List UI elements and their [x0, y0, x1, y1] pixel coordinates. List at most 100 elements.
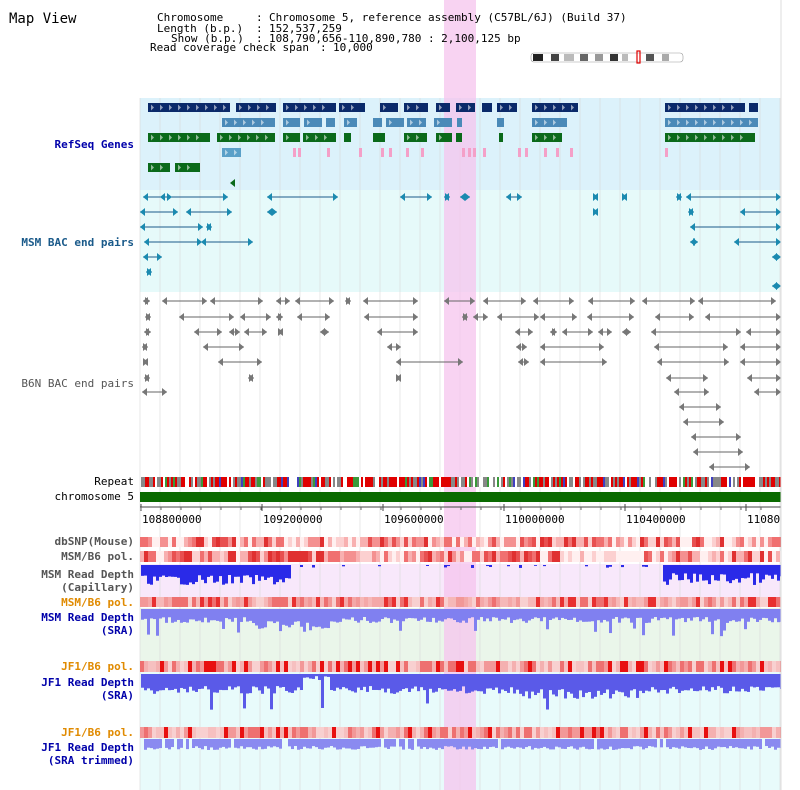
gene-block	[380, 103, 398, 112]
heat-cell	[692, 661, 696, 672]
heat-cell	[648, 537, 652, 547]
selected-region-highlight[interactable]	[444, 0, 476, 790]
repeat-element	[733, 477, 735, 487]
depth-bar	[261, 565, 264, 577]
depth-bar	[672, 674, 675, 687]
repeat-element	[429, 477, 431, 487]
repeat-element	[293, 477, 295, 487]
depth-bar	[150, 609, 153, 619]
depth-bar	[666, 565, 669, 585]
heat-cell	[484, 661, 488, 672]
refseq-genes-track[interactable]	[148, 103, 758, 187]
msm-bac-track[interactable]	[140, 193, 781, 290]
heat-cell	[164, 727, 168, 738]
heat-cell	[680, 661, 684, 672]
heat-cell	[424, 551, 428, 562]
depth-bar	[756, 739, 759, 747]
gene-mark-pink	[570, 148, 573, 157]
depth-bar	[366, 739, 369, 749]
heat-cell	[468, 551, 472, 562]
heat-cell	[164, 597, 168, 607]
heat-cell	[152, 551, 156, 562]
heat-cell	[356, 727, 360, 738]
gene-strand-arrow	[571, 104, 574, 111]
gene-strand-arrow	[225, 149, 228, 156]
repeat-element	[773, 477, 775, 487]
heat-cell	[596, 597, 600, 607]
right-scroll-area[interactable]	[781, 0, 800, 790]
depth-bar	[399, 739, 402, 747]
repeat-element	[507, 477, 509, 487]
depth-bar	[768, 739, 771, 748]
heat-cell	[452, 537, 456, 547]
depth-bar	[315, 674, 318, 677]
repeat-element	[445, 477, 447, 487]
depth-bar	[468, 609, 471, 619]
depth-bar	[675, 609, 678, 620]
gene-strand-arrow	[322, 104, 325, 111]
heat-cell	[504, 661, 508, 672]
depth-bar	[663, 565, 666, 582]
heat-cell	[540, 661, 544, 672]
heat-cell	[208, 537, 212, 547]
heat-cell	[612, 537, 616, 547]
heat-cell	[492, 661, 496, 672]
depth-bar	[423, 739, 426, 748]
heat-cell	[604, 597, 608, 607]
heat-cell	[700, 727, 704, 738]
heat-cell	[192, 727, 196, 738]
depth-bar	[669, 609, 672, 618]
depth-bar	[231, 674, 234, 690]
gene-mark-pink	[483, 148, 486, 157]
depth-bar	[186, 739, 189, 750]
heat-cell	[464, 597, 468, 607]
repeat-element	[155, 477, 157, 487]
repeat-element	[595, 477, 597, 487]
depth-bar	[243, 565, 246, 576]
heat-cell	[444, 727, 448, 738]
bac-end-marker	[723, 343, 728, 351]
depth-bar	[498, 609, 501, 621]
repeat-element	[341, 477, 343, 487]
heat-cell	[560, 551, 564, 562]
repeat-element	[743, 477, 745, 487]
chromosome-ideogram[interactable]	[530, 50, 684, 64]
repeat-element	[199, 477, 201, 487]
repeat-element	[311, 477, 313, 487]
depth-bar	[444, 739, 447, 747]
heat-cell	[524, 661, 528, 672]
b6n-bac-track[interactable]	[142, 297, 781, 471]
heat-cell	[232, 597, 236, 607]
depth-bar	[492, 739, 495, 747]
depth-bar	[669, 739, 672, 749]
depth-bar	[402, 609, 405, 622]
depth-bar	[393, 674, 396, 694]
gene-mark-pink	[381, 148, 384, 157]
heat-cell	[256, 727, 260, 738]
repeat-element	[541, 477, 543, 487]
heat-cell	[316, 597, 320, 607]
depth-bar	[267, 565, 270, 578]
depth-bar	[369, 609, 372, 623]
depth-bar	[756, 609, 759, 622]
repeat-element	[693, 477, 695, 487]
heat-cell	[544, 551, 548, 562]
heat-cell	[428, 661, 432, 672]
heat-cell	[768, 537, 772, 547]
heat-cell	[760, 727, 764, 738]
heat-cell	[200, 727, 204, 738]
repeat-element	[557, 477, 559, 487]
depth-bar	[741, 739, 744, 749]
depth-bar	[342, 674, 345, 688]
heat-cell	[564, 537, 568, 547]
heat-cell	[520, 661, 524, 672]
heat-cell	[404, 661, 408, 672]
depth-bar	[555, 674, 558, 697]
heat-cell	[608, 537, 612, 547]
heat-cell	[364, 537, 368, 547]
depth-bar	[696, 739, 699, 749]
depth-bar	[735, 674, 738, 692]
depth-bar	[672, 739, 675, 748]
heat-cell	[328, 551, 332, 562]
depth-bar	[588, 674, 591, 692]
